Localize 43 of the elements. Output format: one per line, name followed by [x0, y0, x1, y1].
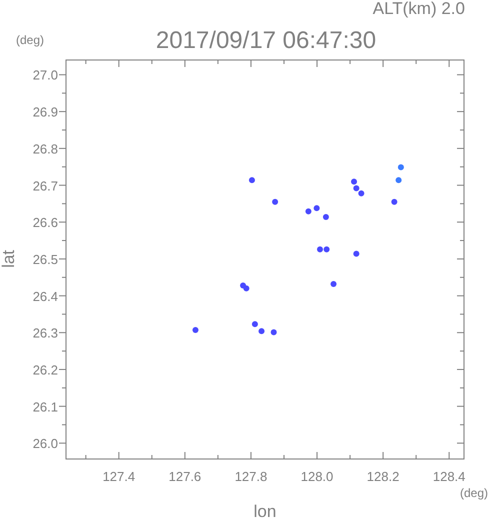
x-tick-label: 128.4: [432, 469, 466, 484]
x-tick-label: 128.2: [366, 469, 400, 484]
point: [248, 177, 255, 184]
point: [243, 285, 250, 292]
x-tick-label: 128.0: [300, 469, 334, 484]
y-tick-label: 27.0: [32, 68, 58, 83]
point: [305, 208, 312, 214]
point: [270, 329, 277, 336]
point: [314, 205, 320, 212]
y-tick-label: 26.1: [32, 399, 58, 414]
x-axis-title: lon: [254, 502, 276, 521]
y-tick-label: 26.5: [32, 252, 58, 267]
point: [258, 328, 265, 334]
y-tick-label: 26.3: [32, 326, 58, 341]
y-tick-label: 26.7: [32, 178, 58, 194]
point: [396, 177, 402, 184]
chart-subtitle: ALT(km) 2.0: [372, 0, 465, 18]
point: [398, 164, 404, 170]
point: [272, 198, 278, 205]
y-tick-label: 26.8: [32, 141, 58, 156]
point: [358, 190, 364, 196]
point: [330, 281, 337, 287]
point: [351, 178, 358, 185]
y-tick-label: 26.0: [32, 436, 58, 452]
y-axis-title: lat: [0, 250, 18, 268]
text: (deg): [16, 33, 44, 47]
y-tick-label: 26.2: [32, 362, 58, 378]
point: [316, 246, 323, 252]
text: (deg): [460, 486, 488, 500]
point: [353, 250, 360, 257]
chart-title: 2017/09/17 06:47:30: [156, 27, 376, 54]
point: [322, 214, 329, 220]
point: [353, 185, 360, 192]
y-tick-label: 26.4: [32, 288, 58, 304]
x-tick-label: 127.8: [234, 469, 268, 484]
point: [324, 246, 330, 252]
point: [192, 327, 198, 334]
y-tick-label: 26.9: [32, 104, 58, 120]
point: [252, 321, 258, 328]
x-tick-label: 127.4: [102, 469, 136, 484]
point: [391, 198, 398, 205]
y-tick-label: 26.6: [32, 215, 58, 230]
x-tick-label: 127.6: [168, 469, 202, 484]
